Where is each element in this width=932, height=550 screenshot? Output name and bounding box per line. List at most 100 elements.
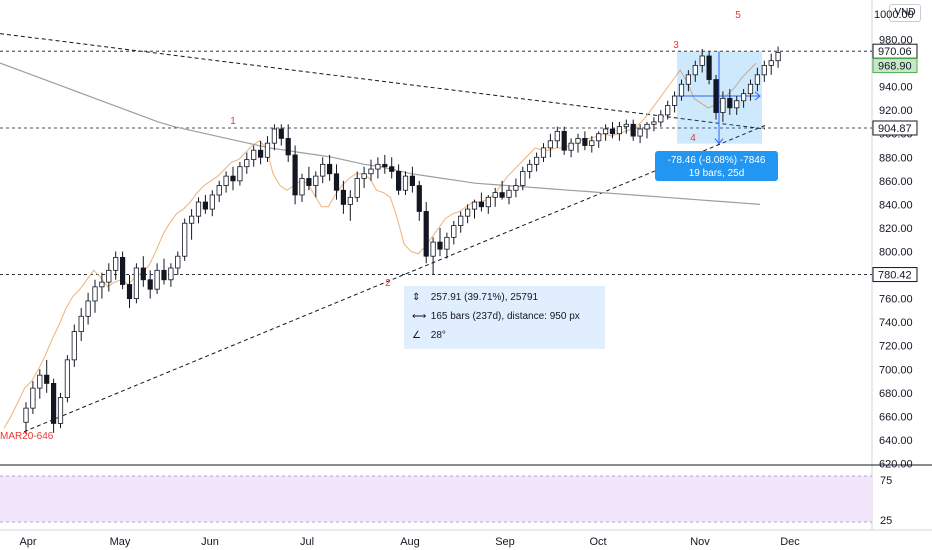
candle-down: [51, 383, 57, 424]
candle-up: [741, 93, 747, 102]
time-axis-ticks: Apr May Jun Jul Aug Sep Oct Nov Dec: [19, 536, 800, 548]
candle-up: [92, 286, 98, 302]
candle-down: [727, 97, 733, 109]
candle-up: [761, 65, 767, 76]
candle-up: [520, 171, 526, 186]
candle-up: [589, 140, 595, 146]
candle-down: [416, 185, 422, 212]
long-measure-box[interactable]: ⇕ 257.91 (39.71%), 25791 ⟷ 165 bars (237…: [404, 286, 605, 349]
candle-down: [395, 171, 402, 191]
trendlines[interactable]: [0, 33, 766, 433]
candle-up: [264, 142, 271, 158]
candle-down: [389, 166, 395, 172]
candle-down: [257, 149, 264, 158]
candle-up: [57, 397, 64, 424]
candle-up: [768, 60, 774, 66]
time-tick: Oct: [589, 536, 606, 548]
candle-down: [409, 175, 416, 186]
candle-up: [313, 175, 319, 186]
measure-short-range: 19 bars, 25d: [689, 168, 745, 179]
candle-up: [71, 331, 77, 361]
candle-up: [623, 123, 629, 128]
wave-label: 1: [230, 116, 236, 127]
candle-up: [596, 133, 602, 142]
candle-up: [106, 269, 112, 283]
candle-down: [126, 284, 133, 300]
measure-angle: 28°: [430, 330, 446, 341]
candle-up: [244, 159, 250, 168]
candle-up: [168, 267, 174, 281]
candle-up: [30, 387, 36, 409]
candle-down: [423, 211, 429, 257]
fast-moving-average: [3, 62, 757, 429]
candle-up: [216, 185, 222, 196]
price-tick: 920.00: [879, 105, 913, 117]
candle-up: [754, 74, 761, 85]
price-axis-ticks: 620.00 640.00 660.00 680.00 700.00 720.00 740.…: [879, 35, 913, 471]
candle-up: [209, 194, 215, 210]
candle-up: [616, 126, 623, 135]
candle-up: [64, 359, 70, 398]
candle-up: [492, 192, 498, 198]
price-label: 968.90: [878, 61, 912, 73]
candle-up: [485, 196, 491, 208]
candle-up: [464, 208, 471, 217]
candle-down: [340, 189, 347, 205]
candle-up: [658, 114, 664, 123]
measure-angle-row: ∠ 28°: [412, 329, 446, 343]
candle-up: [182, 222, 188, 257]
candle-up: [223, 175, 229, 186]
candle-up: [471, 201, 478, 210]
price-tick: 860.00: [879, 176, 913, 188]
candle-down: [478, 201, 485, 208]
currency-badge[interactable]: VND: [889, 4, 921, 22]
price-tick: 640.00: [879, 435, 913, 447]
candle-up: [299, 178, 305, 196]
wave-label: 2: [385, 278, 391, 289]
price-tick: 660.00: [879, 411, 913, 423]
candle-up: [678, 83, 685, 97]
candle-down: [499, 192, 505, 198]
candle-up: [78, 315, 84, 332]
time-tick: Dec: [780, 536, 800, 548]
candle-up: [734, 100, 740, 109]
price-label-box: [872, 120, 918, 136]
price-range-icon: ⇕: [412, 292, 421, 303]
price-tick: 840.00: [879, 199, 913, 211]
time-tick: Jul: [300, 536, 314, 548]
candle-down: [630, 123, 636, 137]
candle-down: [713, 79, 719, 113]
price-label-box: [872, 58, 918, 74]
candle-up: [99, 281, 105, 288]
candle-up: [603, 128, 609, 135]
bar-range-icon: ⟷: [412, 311, 427, 322]
wave-label: 5: [735, 10, 741, 21]
measure-arrowhead: [754, 91, 761, 101]
candle-down: [706, 55, 712, 80]
price-tick: 620.00: [879, 459, 913, 471]
candle-up: [368, 168, 374, 175]
candle-down: [582, 138, 588, 146]
candle-up: [320, 163, 326, 177]
candle-up: [271, 128, 278, 144]
price-label: 904.87: [878, 123, 912, 135]
trendline-upper: [0, 33, 766, 130]
measure-price-change: 257.91 (39.71%), 25791: [430, 292, 539, 303]
time-tick: May: [110, 536, 131, 548]
oscillator-tick-25: 25: [880, 515, 892, 527]
candle-up: [402, 175, 409, 191]
measure-bar-range: 165 bars (237d), distance: 950 px: [430, 311, 580, 322]
candle-up: [85, 300, 91, 317]
price-tick: 740.00: [879, 317, 913, 329]
candle-up: [575, 138, 581, 144]
candle-up: [451, 225, 457, 238]
candle-up: [672, 95, 678, 106]
time-tick: Sep: [495, 536, 515, 548]
short-measure-box[interactable]: -78.46 (-8.08%) -7846 19 bars, 25d: [655, 51, 778, 181]
candle-up: [685, 74, 692, 85]
candle-up: [361, 173, 367, 179]
candle-up: [444, 236, 450, 250]
candle-up: [251, 149, 257, 161]
candle-down: [147, 279, 153, 290]
